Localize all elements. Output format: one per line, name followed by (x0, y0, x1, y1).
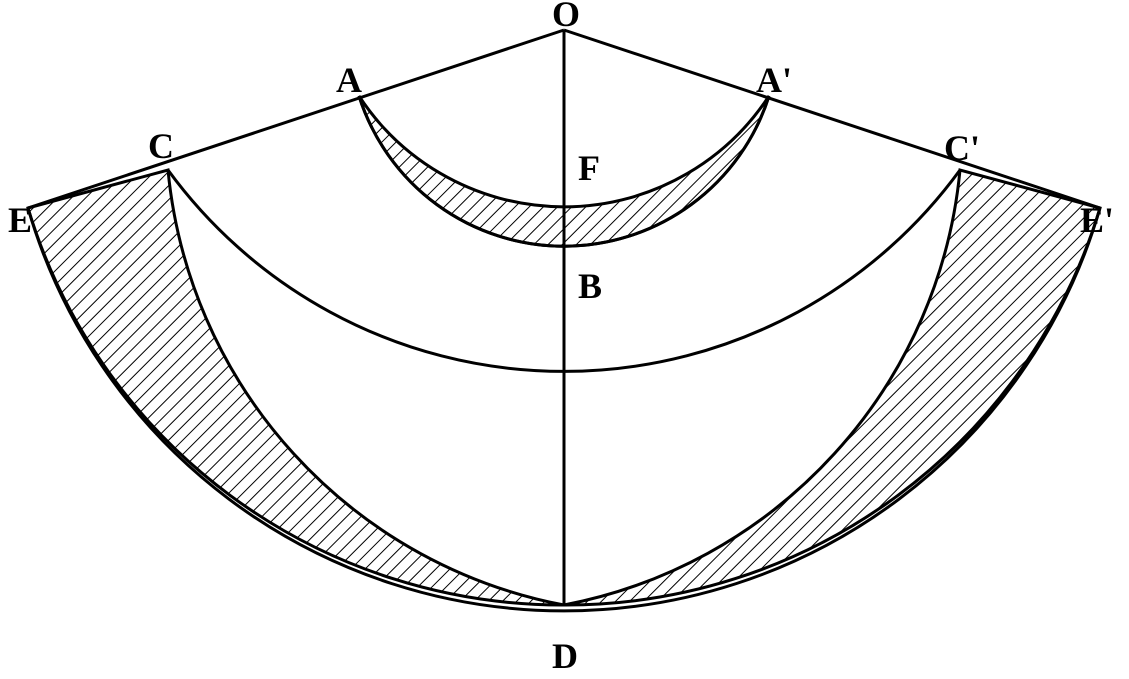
label-D: D (552, 636, 578, 676)
geometry-diagram: O A A' F B C C' E E' D (0, 0, 1129, 679)
lune-left-shaded (28, 170, 564, 605)
label-C: C (148, 126, 174, 166)
label-B: B (578, 266, 602, 306)
label-C-prime: C' (944, 128, 980, 168)
label-E: E (8, 200, 32, 240)
ray-OE-prime (564, 30, 1100, 208)
label-A: A (336, 60, 362, 100)
label-E-prime: E' (1080, 200, 1114, 240)
label-A-prime: A' (756, 60, 792, 100)
label-O: O (552, 0, 580, 34)
ray-OE (28, 30, 564, 208)
label-F: F (578, 148, 600, 188)
lune-right-shaded (564, 170, 1100, 605)
